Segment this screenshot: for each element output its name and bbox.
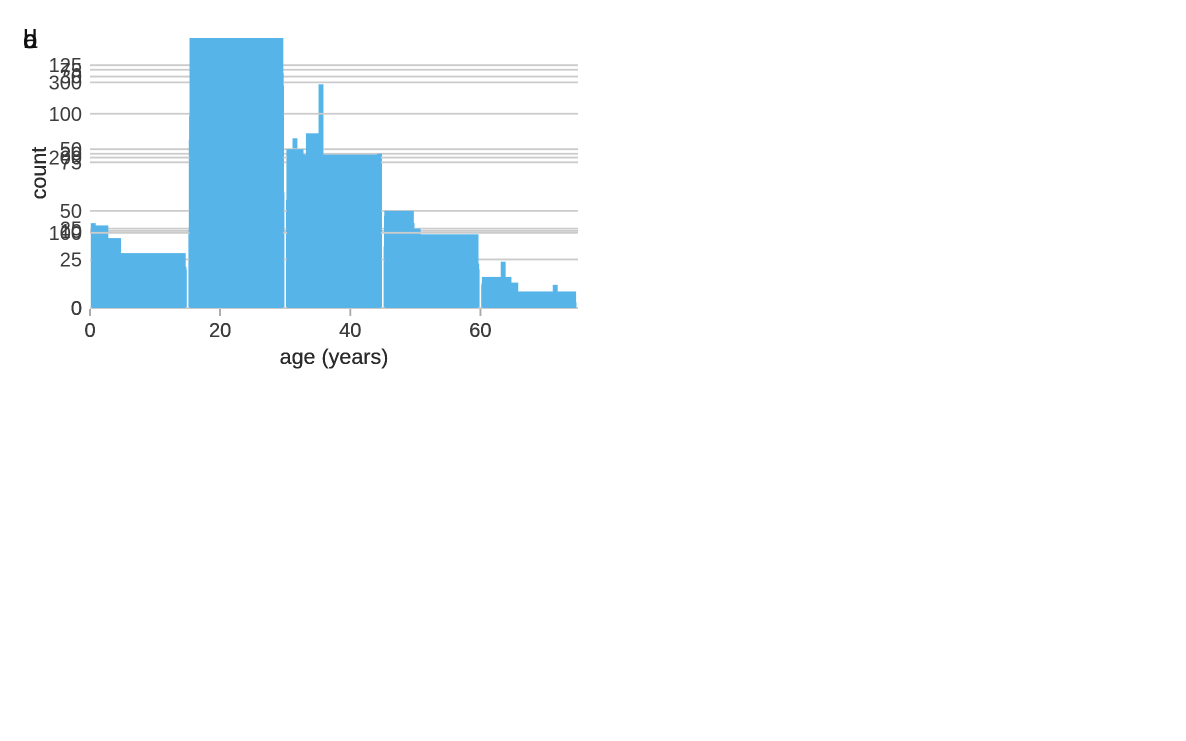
y-tick-label: 125 xyxy=(49,55,82,77)
y-tick-label: 200 xyxy=(49,148,82,170)
panel-letter: a xyxy=(23,24,38,54)
x-tick-label: 40 xyxy=(339,320,361,342)
panel-letter: b xyxy=(23,24,37,54)
x-axis-title: age (years) xyxy=(280,345,389,369)
y-tick-label: 75 xyxy=(60,152,82,174)
x-axis-title: age (years) xyxy=(280,345,389,369)
y-tick-label: 75 xyxy=(60,60,82,82)
histogram-bar xyxy=(482,291,577,308)
x-tick-label: 20 xyxy=(209,320,231,342)
y-tick-label: 30 xyxy=(60,67,82,89)
x-tick-label: 40 xyxy=(339,320,361,342)
panel-letter: c xyxy=(23,24,36,54)
y-axis-title: count xyxy=(27,147,51,200)
y-tick-label: 300 xyxy=(49,72,82,94)
y-axis-title: count xyxy=(27,147,51,200)
y-tick-label: 100 xyxy=(49,223,82,245)
y-tick-label: 50 xyxy=(60,139,82,161)
y-tick-label: 50 xyxy=(60,201,82,223)
x-tick-label: 20 xyxy=(209,320,231,342)
y-tick-label: 25 xyxy=(60,249,82,271)
panel-letter: d xyxy=(23,24,37,54)
x-tick-label: 0 xyxy=(84,320,95,342)
x-axis-title: age (years) xyxy=(280,345,389,369)
y-tick-label: 0 xyxy=(71,298,82,320)
x-tick-label: 40 xyxy=(339,320,361,342)
x-tick-label: 0 xyxy=(84,320,95,342)
x-tick-label: 20 xyxy=(209,320,231,342)
x-tick-label: 60 xyxy=(469,320,491,342)
y-tick-label: 10 xyxy=(60,221,82,243)
histogram-bar xyxy=(384,234,479,308)
y-tick-label: 0 xyxy=(71,298,82,320)
y-axis-title: count xyxy=(27,147,51,200)
y-tick-label: 20 xyxy=(60,144,82,166)
histogram-bar xyxy=(189,38,284,308)
y-tick-label: 100 xyxy=(49,104,82,126)
panel-d-chart: 0 20 40 60 0 100 200 300 age (years) count d xyxy=(23,24,578,369)
histogram-bar xyxy=(287,154,381,308)
x-tick-label: 60 xyxy=(469,320,491,342)
panel-d-histogram: 0 20 40 60 0 100 200 300 age (years) count d xyxy=(0,0,593,370)
y-tick-label: 0 xyxy=(71,298,82,320)
histogram-bar xyxy=(91,253,186,308)
x-tick-label: 40 xyxy=(339,320,361,342)
y-tick-label: 0 xyxy=(71,298,82,320)
x-tick-label: 60 xyxy=(469,320,491,342)
x-axis-title: age (years) xyxy=(280,345,389,369)
y-axis-title: count xyxy=(27,147,51,200)
x-tick-label: 0 xyxy=(84,320,95,342)
x-tick-label: 60 xyxy=(469,320,491,342)
x-tick-label: 20 xyxy=(209,320,231,342)
x-tick-label: 0 xyxy=(84,320,95,342)
y-tick-label: 25 xyxy=(60,219,82,241)
